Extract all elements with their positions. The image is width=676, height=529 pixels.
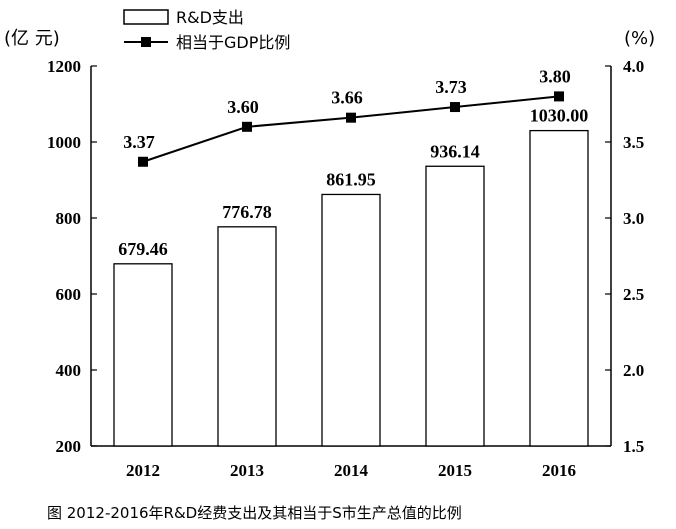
legend-line-label: 相当于GDP比例 [176,33,290,52]
x-tick-label: 2012 [126,461,160,480]
legend: R&D支出 相当于GDP比例 [123,8,290,52]
right-tick-label: 1.5 [623,437,644,456]
legend-line-marker [141,37,151,47]
bar-value-label: 936.14 [430,141,480,161]
line-value-label: 3.60 [227,97,259,117]
legend-bar-swatch [123,9,169,25]
right-tick-label: 3.0 [623,209,644,228]
line-series: 3.37 3.60 3.66 3.73 3.80 [123,66,571,167]
line-point [242,121,252,132]
right-tick-label: 2.5 [623,285,644,304]
right-tick-label: 4.0 [623,57,644,76]
right-tick-label: 3.5 [623,133,644,152]
left-tick-label: 600 [56,285,82,304]
line-value-label: 3.73 [435,77,467,97]
x-axis-ticks: 2012 2013 2014 2015 2016 [126,461,576,480]
line-point [554,91,564,102]
right-axis-ticks: 1.5 2.0 2.5 3.0 3.5 4.0 [605,57,644,456]
x-tick-label: 2015 [438,461,472,480]
left-tick-label: 200 [56,437,82,456]
right-tick-label: 2.0 [623,361,644,380]
bar [529,129,589,447]
x-tick-label: 2013 [230,461,264,480]
line-point [450,102,460,113]
line-value-label: 3.66 [331,88,363,108]
bar-value-label: 776.78 [222,202,272,222]
line-value-label: 3.37 [123,132,155,152]
bar-value-label: 1030.00 [530,106,589,126]
right-axis-label: (%) [624,28,655,49]
left-tick-label: 1000 [47,133,81,152]
legend-bar-label: R&D支出 [176,8,244,27]
line-point [138,156,148,167]
line-point [346,112,356,123]
bar-series [113,129,589,447]
x-tick-label: 2016 [542,461,576,480]
left-tick-label: 400 [56,361,82,380]
bar [425,165,485,447]
bar-value-label: 861.95 [326,169,376,189]
bar [321,193,381,447]
line-value-label: 3.80 [539,66,571,86]
bar-value-labels: 679.46 776.78 861.95 936.14 1030.00 [118,106,588,259]
left-axis-label: (亿 元) [4,28,60,49]
left-tick-label: 800 [56,209,82,228]
figure-caption: 图 2012-2016年R&D经费支出及其相当于S市生产总值的比例 [47,504,462,522]
left-tick-label: 1200 [47,57,81,76]
bar [217,226,277,447]
x-tick-label: 2014 [334,461,369,480]
bar-value-label: 679.46 [118,239,168,259]
left-axis-ticks: 200 400 600 800 1000 1200 [47,57,97,456]
bar [113,263,173,447]
